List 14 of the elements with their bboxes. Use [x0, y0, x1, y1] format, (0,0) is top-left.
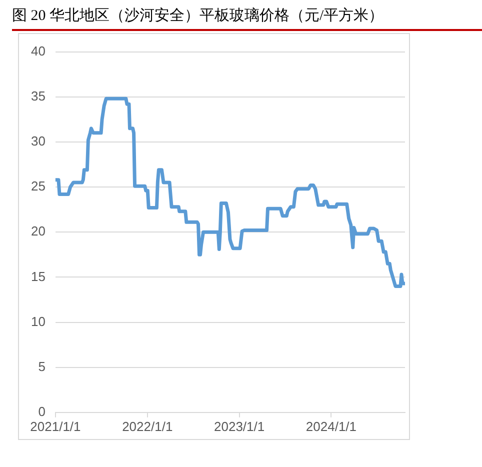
x-tick-label: 2024/1/1	[306, 418, 357, 434]
y-tick-label: 5	[38, 358, 46, 374]
x-tick-label: 2021/1/1	[30, 418, 81, 434]
x-tick-label: 2022/1/1	[122, 418, 173, 434]
y-tick-label: 20	[30, 224, 46, 239]
y-tick-label: 30	[30, 134, 46, 149]
y-tick-label: 25	[30, 178, 46, 194]
y-tick-label: 15	[30, 268, 46, 284]
y-tick-label: 35	[30, 88, 46, 104]
x-tick-label: 2023/1/1	[214, 418, 265, 434]
chart-title: 图 20 华北地区（沙河安全）平板玻璃价格（元/平方米）	[12, 6, 384, 25]
y-tick-label: 10	[30, 314, 46, 329]
y-tick-label: 40	[30, 43, 46, 58]
y-tick-label: 0	[38, 404, 46, 419]
